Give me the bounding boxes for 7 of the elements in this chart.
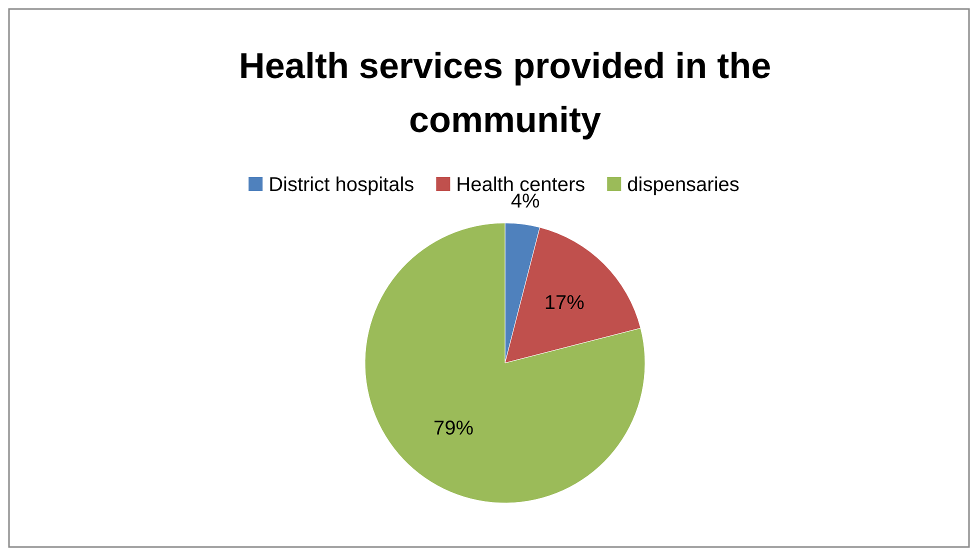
legend-label: dispensaries xyxy=(627,174,740,196)
data-label: 79% xyxy=(434,418,474,440)
pie-slice xyxy=(364,222,646,504)
data-label: 4% xyxy=(510,190,540,213)
data-label: 17% xyxy=(544,292,585,314)
chart-title: Health services provided in the community xyxy=(238,45,772,140)
legend-label: District hospitals xyxy=(268,174,414,196)
